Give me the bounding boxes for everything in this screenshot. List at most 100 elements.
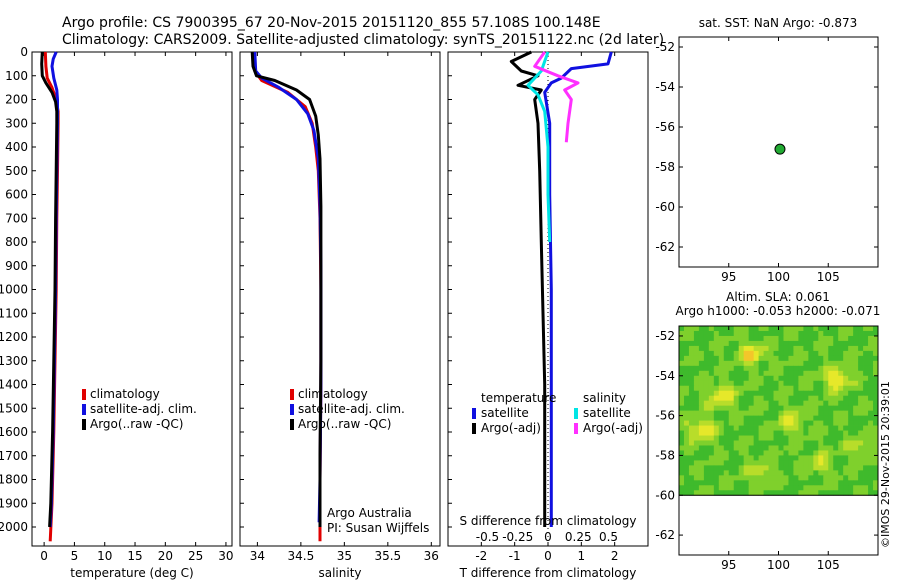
- sla-cell: [813, 390, 819, 397]
- sla-cell: [793, 340, 799, 347]
- sla-cell: [698, 450, 705, 456]
- sla-cell: [788, 350, 794, 357]
- sla-cell: [723, 440, 730, 446]
- sla-cell: [838, 410, 844, 417]
- sla-cell: [758, 465, 764, 471]
- sla-cell: [768, 470, 774, 476]
- sla-cell: [848, 435, 854, 441]
- sla-cell: [778, 380, 784, 387]
- sla-cell: [743, 490, 750, 496]
- sla-cell: [728, 445, 735, 451]
- sla-cell: [738, 490, 745, 496]
- sla-cell: [788, 385, 794, 392]
- sla-cell: [758, 435, 764, 441]
- sla-cell: [748, 425, 755, 431]
- sla-cell: [733, 430, 740, 436]
- sla-cell: [708, 330, 715, 337]
- sla-cell: [698, 435, 705, 441]
- sla-cell: [723, 395, 730, 402]
- sla-cell: [873, 390, 879, 397]
- sla-cell: [818, 430, 824, 436]
- sla-cell: [713, 370, 720, 377]
- map-ytick-label: -58: [655, 160, 675, 174]
- sla-cell: [848, 326, 854, 332]
- sla-cell: [748, 360, 755, 367]
- sla-cell: [713, 460, 720, 466]
- depth-tick-label: 700: [5, 211, 28, 225]
- sla-cell: [788, 405, 794, 412]
- sla-cell: [753, 350, 760, 357]
- sla-cell: [743, 370, 750, 377]
- sla-cell: [723, 330, 730, 337]
- sla-cell: [679, 455, 685, 461]
- sla-cell: [873, 400, 879, 407]
- sla-cell: [813, 455, 819, 461]
- sla-cell: [858, 375, 864, 382]
- sla-cell: [718, 375, 725, 382]
- sla-cell: [808, 460, 814, 466]
- sla-cell: [813, 335, 819, 342]
- sla-cell: [733, 335, 740, 342]
- sla-cell: [728, 355, 735, 362]
- depth-tick-label: 400: [5, 140, 28, 154]
- sla-cell: [763, 430, 769, 436]
- sla-cell: [818, 330, 824, 337]
- sla-cell: [698, 355, 705, 362]
- sla-cell: [773, 330, 779, 337]
- sla-cell: [683, 350, 690, 357]
- sla-cell: [723, 475, 730, 481]
- sla-cell: [698, 455, 705, 461]
- sla-cell: [803, 375, 809, 382]
- temp-xtick-label: 20: [158, 549, 173, 563]
- sla-cell: [848, 480, 854, 486]
- sla-cell: [808, 470, 814, 476]
- sla-cell: [798, 350, 804, 357]
- map-xtick-label: 100: [767, 270, 790, 284]
- map-ytick-label: -52: [655, 40, 675, 54]
- sla-cell: [693, 345, 700, 352]
- sla-cell: [798, 460, 804, 466]
- sla-cell: [688, 480, 695, 486]
- sla-cell: [773, 455, 779, 461]
- sla-cell: [758, 450, 764, 456]
- sla-cell: [713, 395, 720, 402]
- sla-cell: [753, 410, 760, 417]
- sla-cell: [683, 370, 690, 377]
- sla-cell: [753, 420, 760, 426]
- sla-cell: [743, 435, 750, 441]
- sla-cell: [693, 430, 700, 436]
- sla-cell: [853, 435, 859, 441]
- sla-cell: [833, 405, 839, 412]
- sla-cell: [863, 390, 869, 397]
- sla-cell: [838, 405, 844, 412]
- sla-cell: [843, 450, 849, 456]
- sla-cell: [848, 410, 854, 417]
- sla-cell: [708, 450, 715, 456]
- sla-cell: [713, 405, 720, 412]
- sla-ytick-label: -58: [655, 448, 675, 462]
- sla-cell: [688, 470, 695, 476]
- sla-cell: [793, 440, 799, 446]
- sla-cell: [688, 450, 695, 456]
- sla-cell: [748, 345, 755, 352]
- sla-cell: [683, 395, 690, 402]
- sla-cell: [723, 420, 730, 426]
- sla-cell: [868, 326, 874, 332]
- sla-cell: [718, 415, 725, 421]
- sla-cell: [788, 370, 794, 377]
- sla-cell: [773, 485, 779, 491]
- temp-legend-label: climatology: [90, 387, 160, 401]
- sla-cell: [873, 460, 879, 466]
- sla-cell: [733, 460, 740, 466]
- sla-cell: [873, 455, 879, 461]
- sla-cell: [863, 465, 869, 471]
- sla-cell: [848, 365, 854, 372]
- sla-cell: [713, 445, 720, 451]
- sla-cell: [798, 365, 804, 372]
- sla-cell: [813, 326, 819, 332]
- sla-cell: [843, 345, 849, 352]
- sla-cell: [768, 430, 774, 436]
- sla-cell: [813, 410, 819, 417]
- sla-cell: [748, 445, 755, 451]
- temp-frame: [31, 51, 233, 547]
